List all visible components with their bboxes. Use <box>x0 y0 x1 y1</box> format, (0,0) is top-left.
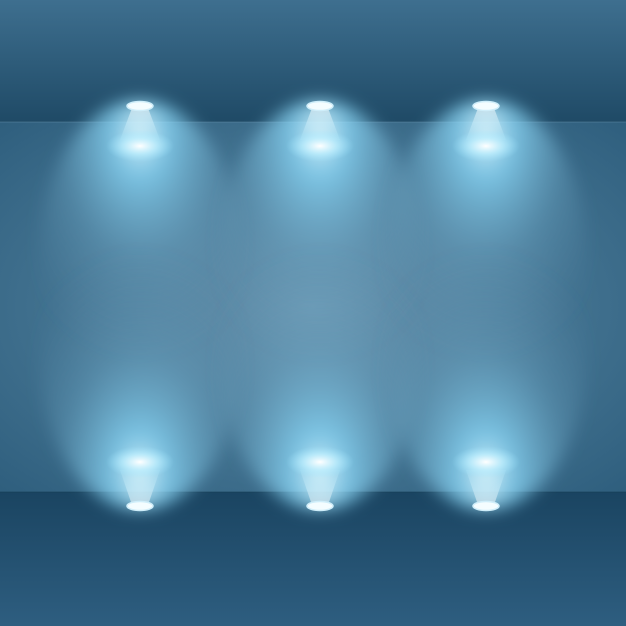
lamp-fixture-icon <box>472 100 500 112</box>
light-hotspot <box>452 446 520 478</box>
lamp-fixture-icon <box>126 100 154 112</box>
light-beam <box>386 210 586 510</box>
light-hotspot <box>286 130 354 162</box>
lamp-fixture-icon <box>306 500 334 512</box>
light-beam <box>40 210 240 510</box>
light-cone <box>120 470 160 505</box>
light-cone <box>466 470 506 505</box>
spotlight-bottom-left <box>40 210 240 512</box>
spotlight-bottom-right <box>386 210 586 512</box>
light-hotspot <box>452 130 520 162</box>
lamp-fixture-icon <box>306 100 334 112</box>
floor-band <box>0 492 626 626</box>
light-cone <box>300 470 340 505</box>
spotlight-bottom-center <box>220 210 420 512</box>
lamp-fixture-icon <box>126 500 154 512</box>
lamp-fixture-icon <box>472 500 500 512</box>
lights-layer <box>40 100 586 512</box>
light-beam <box>220 210 420 510</box>
light-hotspot <box>106 446 174 478</box>
light-hotspot <box>286 446 354 478</box>
light-hotspot <box>106 130 174 162</box>
